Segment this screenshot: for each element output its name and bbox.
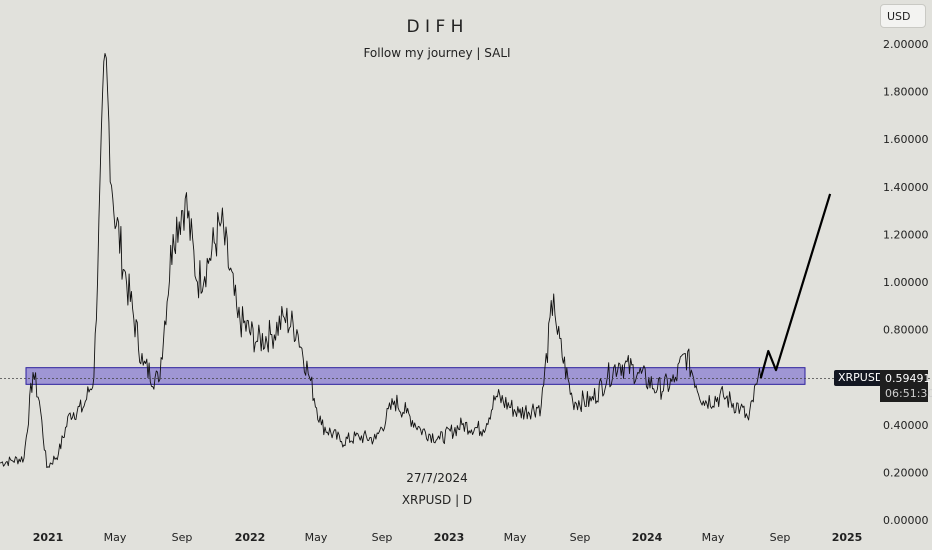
price-label: 0.59491 06:51:30 — [880, 370, 932, 402]
x-tick-label: Sep — [770, 531, 791, 544]
x-tick-label: Sep — [570, 531, 591, 544]
currency-button[interactable]: USD — [880, 4, 926, 28]
y-tick-label: 1.60000 — [883, 133, 929, 146]
x-axis: 2021 May Sep 2022 May Sep 2023 May Sep 2024 May Sep… — [33, 531, 863, 544]
countdown-timer: 06:51:30 — [885, 387, 932, 400]
x-tick-label: Sep — [372, 531, 393, 544]
x-tick-label: Sep — [172, 531, 193, 544]
xrpusd-price-line — [0, 53, 762, 469]
x-tick-label: 2021 — [33, 531, 64, 544]
x-tick-label: 2023 — [434, 531, 465, 544]
support-zone — [25, 367, 806, 385]
y-tick-label: 0.40000 — [883, 419, 929, 432]
y-tick-label: 2.00000 — [883, 38, 929, 51]
chart-subtitle: Follow my journey | SALI — [363, 46, 510, 60]
symbol-label: XRPUSD — [834, 370, 888, 386]
x-tick-label: 2025 — [832, 531, 863, 544]
y-tick-label: 0.80000 — [883, 324, 929, 337]
y-tick-label: 1.80000 — [883, 86, 929, 99]
x-tick-label: May — [504, 531, 527, 544]
x-tick-label: May — [702, 531, 725, 544]
support-zone-layer — [25, 367, 806, 385]
y-tick-label: 1.20000 — [883, 228, 929, 241]
y-tick-label: 0.00000 — [883, 514, 929, 527]
series-layer — [0, 53, 832, 469]
last-price-value: 0.59491 — [885, 372, 931, 385]
x-tick-label: 2024 — [632, 531, 663, 544]
chart-title: D I F H — [407, 17, 464, 37]
ticker-annotation: XRPUSD | D — [402, 493, 472, 507]
x-tick-label: May — [104, 531, 127, 544]
x-tick-label: 2022 — [235, 531, 266, 544]
x-tick-label: May — [305, 531, 328, 544]
y-tick-label: 0.20000 — [883, 466, 929, 479]
y-tick-label: 1.40000 — [883, 181, 929, 194]
projection-line — [759, 193, 832, 379]
date-annotation: 27/7/2024 — [406, 471, 468, 485]
y-tick-label: 1.00000 — [883, 276, 929, 289]
